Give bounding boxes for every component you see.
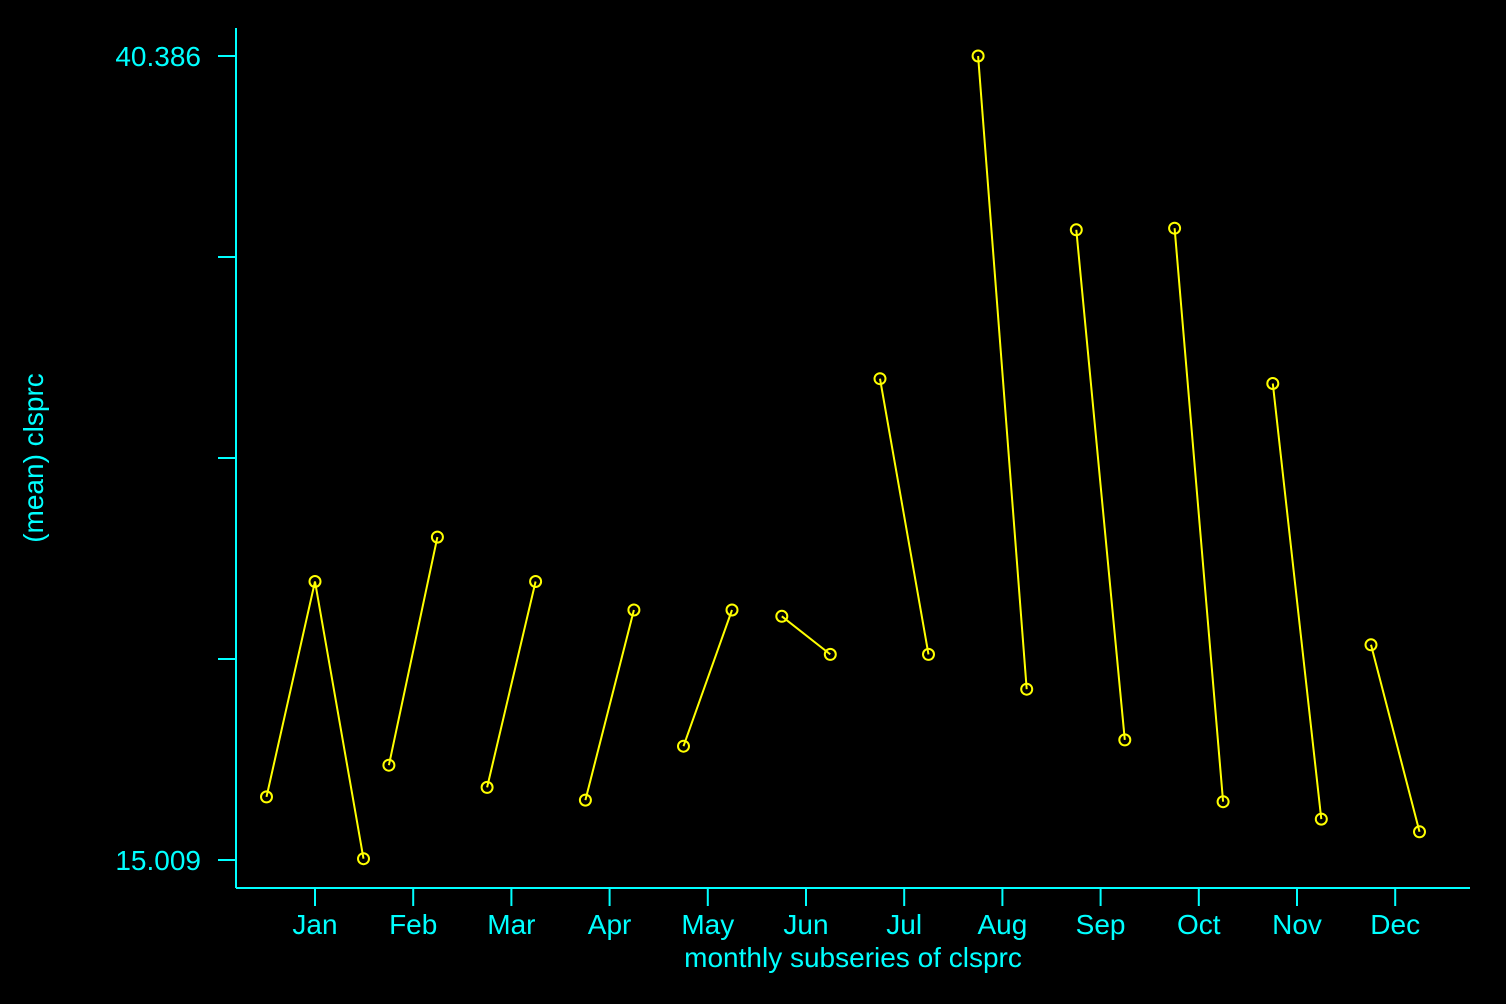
data-point	[873, 372, 887, 386]
series-line	[584, 609, 635, 801]
subseries-may	[677, 603, 739, 753]
subseries-oct	[1168, 221, 1230, 809]
x-tick-label: May	[681, 909, 734, 940]
x-axis-title: monthly subseries of clsprc	[684, 942, 1022, 973]
x-tick-label: Apr	[588, 909, 632, 940]
data-point	[480, 780, 494, 794]
subseries-apr	[578, 603, 641, 807]
y-ticks: 40.386 15.009	[115, 41, 236, 876]
series-line	[682, 609, 733, 747]
data-point	[627, 603, 641, 617]
data-point	[1168, 221, 1182, 235]
series-layer	[260, 49, 1426, 866]
data-point	[677, 739, 690, 753]
x-tick-label: Oct	[1177, 909, 1221, 940]
x-tick-label: Aug	[977, 909, 1027, 940]
x-tick-label: Feb	[389, 909, 437, 940]
subseries-dec	[1364, 638, 1426, 839]
series-line	[1370, 644, 1421, 833]
data-point	[357, 852, 370, 866]
series-line	[1075, 229, 1126, 740]
data-point	[430, 530, 444, 544]
subseries-jun	[775, 609, 837, 661]
y-axis-title: (mean) clsprc	[18, 373, 49, 543]
x-ticks: Jan Feb Mar Apr May Jun Jul Aug Sep Oct Nov Dec	[292, 888, 1420, 940]
data-point	[823, 647, 837, 661]
series-line	[1173, 228, 1225, 802]
subseries-jan	[260, 575, 370, 866]
x-tick-label: Jun	[783, 909, 828, 940]
data-point	[1216, 795, 1230, 809]
data-point	[922, 647, 935, 661]
subseries-sep	[1069, 223, 1132, 747]
data-point	[308, 575, 322, 588]
data-point	[1118, 733, 1132, 747]
series-line	[879, 378, 930, 655]
series-line	[265, 581, 365, 859]
data-point	[971, 49, 985, 63]
axes	[235, 28, 1470, 889]
data-point	[578, 793, 592, 807]
x-tick-label: Mar	[487, 909, 535, 940]
series-line	[486, 581, 537, 788]
series-line	[977, 55, 1028, 690]
subseries-jul	[873, 372, 935, 661]
data-point	[1364, 638, 1378, 652]
x-tick-label: Nov	[1272, 909, 1322, 940]
series-line	[387, 536, 439, 766]
data-point	[1069, 223, 1083, 237]
data-point	[1413, 825, 1426, 839]
data-point	[1266, 377, 1280, 390]
subseries-feb	[382, 530, 444, 772]
data-point	[775, 609, 789, 623]
x-tick-label: Dec	[1370, 909, 1420, 940]
data-point	[1314, 812, 1328, 826]
data-point	[382, 758, 396, 772]
series-line	[1271, 383, 1323, 820]
series-line	[781, 615, 831, 656]
data-point	[1020, 682, 1034, 696]
x-tick-label: Sep	[1076, 909, 1126, 940]
data-point	[529, 575, 543, 588]
subseries-nov	[1266, 377, 1328, 826]
y-tick-label: 15.009	[115, 845, 201, 876]
x-tick-label: Jan	[292, 909, 337, 940]
data-point	[725, 603, 739, 617]
y-tick-label: 40.386	[115, 41, 201, 72]
subseries-mar	[480, 575, 543, 794]
x-tick-label: Jul	[886, 909, 922, 940]
data-point	[260, 790, 273, 804]
subseries-aug	[971, 49, 1034, 696]
